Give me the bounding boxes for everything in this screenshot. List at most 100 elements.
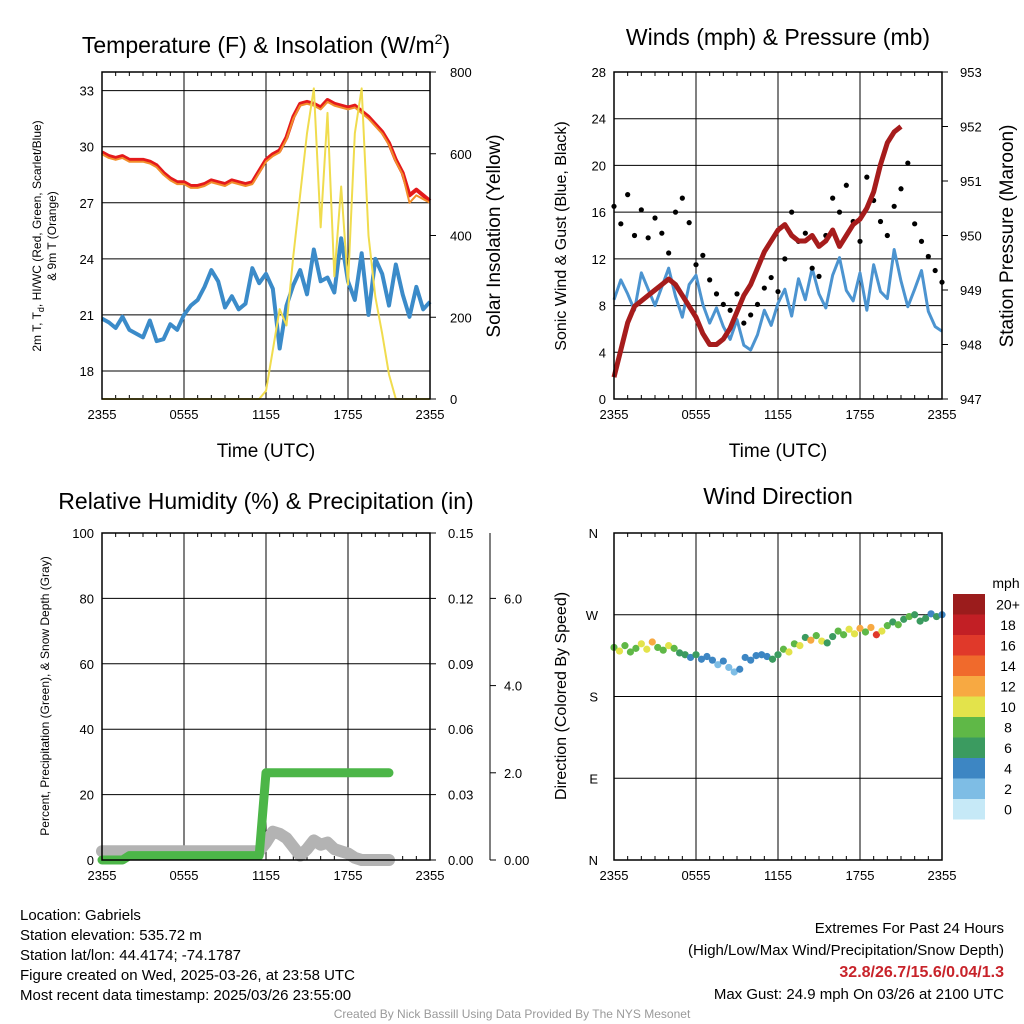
series-line-2m-t [101, 98, 432, 203]
direction-point [643, 645, 651, 653]
y-tick-label: 24 [80, 252, 94, 267]
x-tick-label: 2355 [928, 868, 957, 883]
x-axis-label: Time (UTC) [729, 441, 828, 462]
direction-point [829, 632, 837, 641]
direction-point [670, 644, 678, 652]
colorbar-label: 12 [1000, 678, 1016, 694]
x-tick-label: 2355 [600, 407, 629, 422]
y-right-tick-label: 0 [450, 392, 457, 407]
plot-frame [613, 71, 943, 400]
station-info: Location: Gabriels Station elevation: 53… [20, 906, 355, 1006]
y-right2-tick-label: 4.0 [504, 679, 522, 694]
colorbar-swatch [953, 614, 985, 635]
x-tick-label: 2355 [928, 407, 957, 422]
direction-point [872, 631, 881, 639]
gust-point [912, 221, 918, 227]
y-tick-label: N [589, 526, 598, 541]
chart-title: Temperature (F) & Insolation (W/m2) [82, 31, 450, 58]
gust-point [652, 215, 658, 221]
x-tick-label: 1155 [764, 407, 792, 422]
direction-point [686, 653, 695, 662]
y-tick-label: W [586, 608, 599, 623]
direction-point [889, 618, 897, 626]
gust-point [830, 195, 836, 201]
gust-point [672, 209, 679, 215]
direction-point [741, 653, 749, 662]
gust-point [802, 230, 808, 236]
chart-title: Relative Humidity (%) & Precipitation (i… [58, 488, 473, 514]
x-tick-label: 2355 [88, 868, 117, 883]
gust-point [666, 250, 672, 256]
x-tick-label: 1155 [764, 868, 792, 883]
y-tick-label: E [589, 771, 598, 786]
direction-point [708, 656, 717, 664]
created-text: Figure created on Wed, 2025-03-26, at 23… [20, 967, 355, 984]
direction-point [659, 646, 667, 654]
location-text: Location: Gabriels [20, 907, 141, 924]
direction-point [845, 625, 853, 633]
extremes-title: Extremes For Past 24 Hours [814, 920, 1004, 937]
x-tick-label: 1755 [846, 868, 875, 883]
y-tick-label: 100 [72, 526, 94, 541]
y-right-tick-label: 948 [960, 338, 982, 353]
gust-point [864, 174, 870, 180]
gust-point [631, 232, 638, 239]
extremes-box: Extremes For Past 24 Hours (High/Low/Max… [688, 918, 1004, 1006]
x-tick-label: 0555 [170, 407, 199, 422]
direction-point [654, 643, 662, 652]
gust-point [741, 320, 747, 326]
colorbar-label: 16 [1000, 637, 1016, 653]
colorbar-swatch [953, 799, 985, 820]
direction-point [730, 668, 738, 676]
gust-point [618, 221, 624, 227]
direction-point [747, 656, 755, 664]
series-line-sonic-wind [612, 248, 943, 352]
direction-point [626, 648, 635, 656]
latlon-text: Station lat/lon: 44.4174; -74.1787 [20, 947, 242, 964]
direction-point [807, 636, 815, 644]
direction-point [812, 632, 820, 640]
gust-point [748, 312, 754, 318]
y-axis-label-line2: & 9m T (Orange) [45, 191, 59, 281]
direction-point [922, 614, 930, 622]
direction-point [932, 612, 941, 621]
colorbar-swatch [953, 696, 985, 717]
y-right-tick-label: 400 [450, 229, 472, 244]
gust-point [898, 186, 904, 192]
y-tick-label: 0 [599, 392, 606, 407]
y-tick-label: 40 [80, 722, 94, 737]
colorbar-label: 14 [1000, 658, 1016, 674]
colorbar-label: 0 [1004, 801, 1012, 817]
gust-point [905, 160, 911, 166]
direction-point [823, 639, 831, 647]
x-tick-label: 1155 [252, 407, 280, 422]
direction-point [637, 640, 645, 648]
gust-point [693, 262, 699, 268]
direction-point [801, 633, 809, 642]
gust-point [843, 182, 849, 188]
y-tick-label: 8 [599, 299, 606, 314]
gust-point [734, 291, 740, 297]
x-tick-label: 2355 [88, 407, 117, 422]
direction-point [676, 649, 684, 657]
x-axis-label: Time (UTC) [217, 441, 316, 462]
y-right-tick-label: 953 [960, 65, 982, 80]
direction-point [818, 637, 826, 645]
gust-point [707, 277, 713, 283]
gust-point [686, 220, 692, 226]
direction-point [840, 631, 848, 639]
direction-point [681, 651, 689, 659]
direction-point [911, 611, 919, 619]
x-tick-label: 0555 [682, 407, 711, 422]
y-tick-label: N [589, 853, 598, 868]
y-axis-label: Sonic Wind & Gust (Blue, Black) [553, 121, 570, 350]
y-right-tick-label: 800 [450, 65, 472, 80]
direction-point [856, 624, 864, 632]
gust-point [720, 301, 726, 308]
direction-point [894, 621, 902, 629]
y-tick-label: 21 [80, 308, 94, 323]
gust-point [775, 288, 781, 295]
y-tick-label: 60 [80, 657, 94, 672]
gust-point [625, 192, 631, 198]
direction-point [763, 652, 771, 661]
